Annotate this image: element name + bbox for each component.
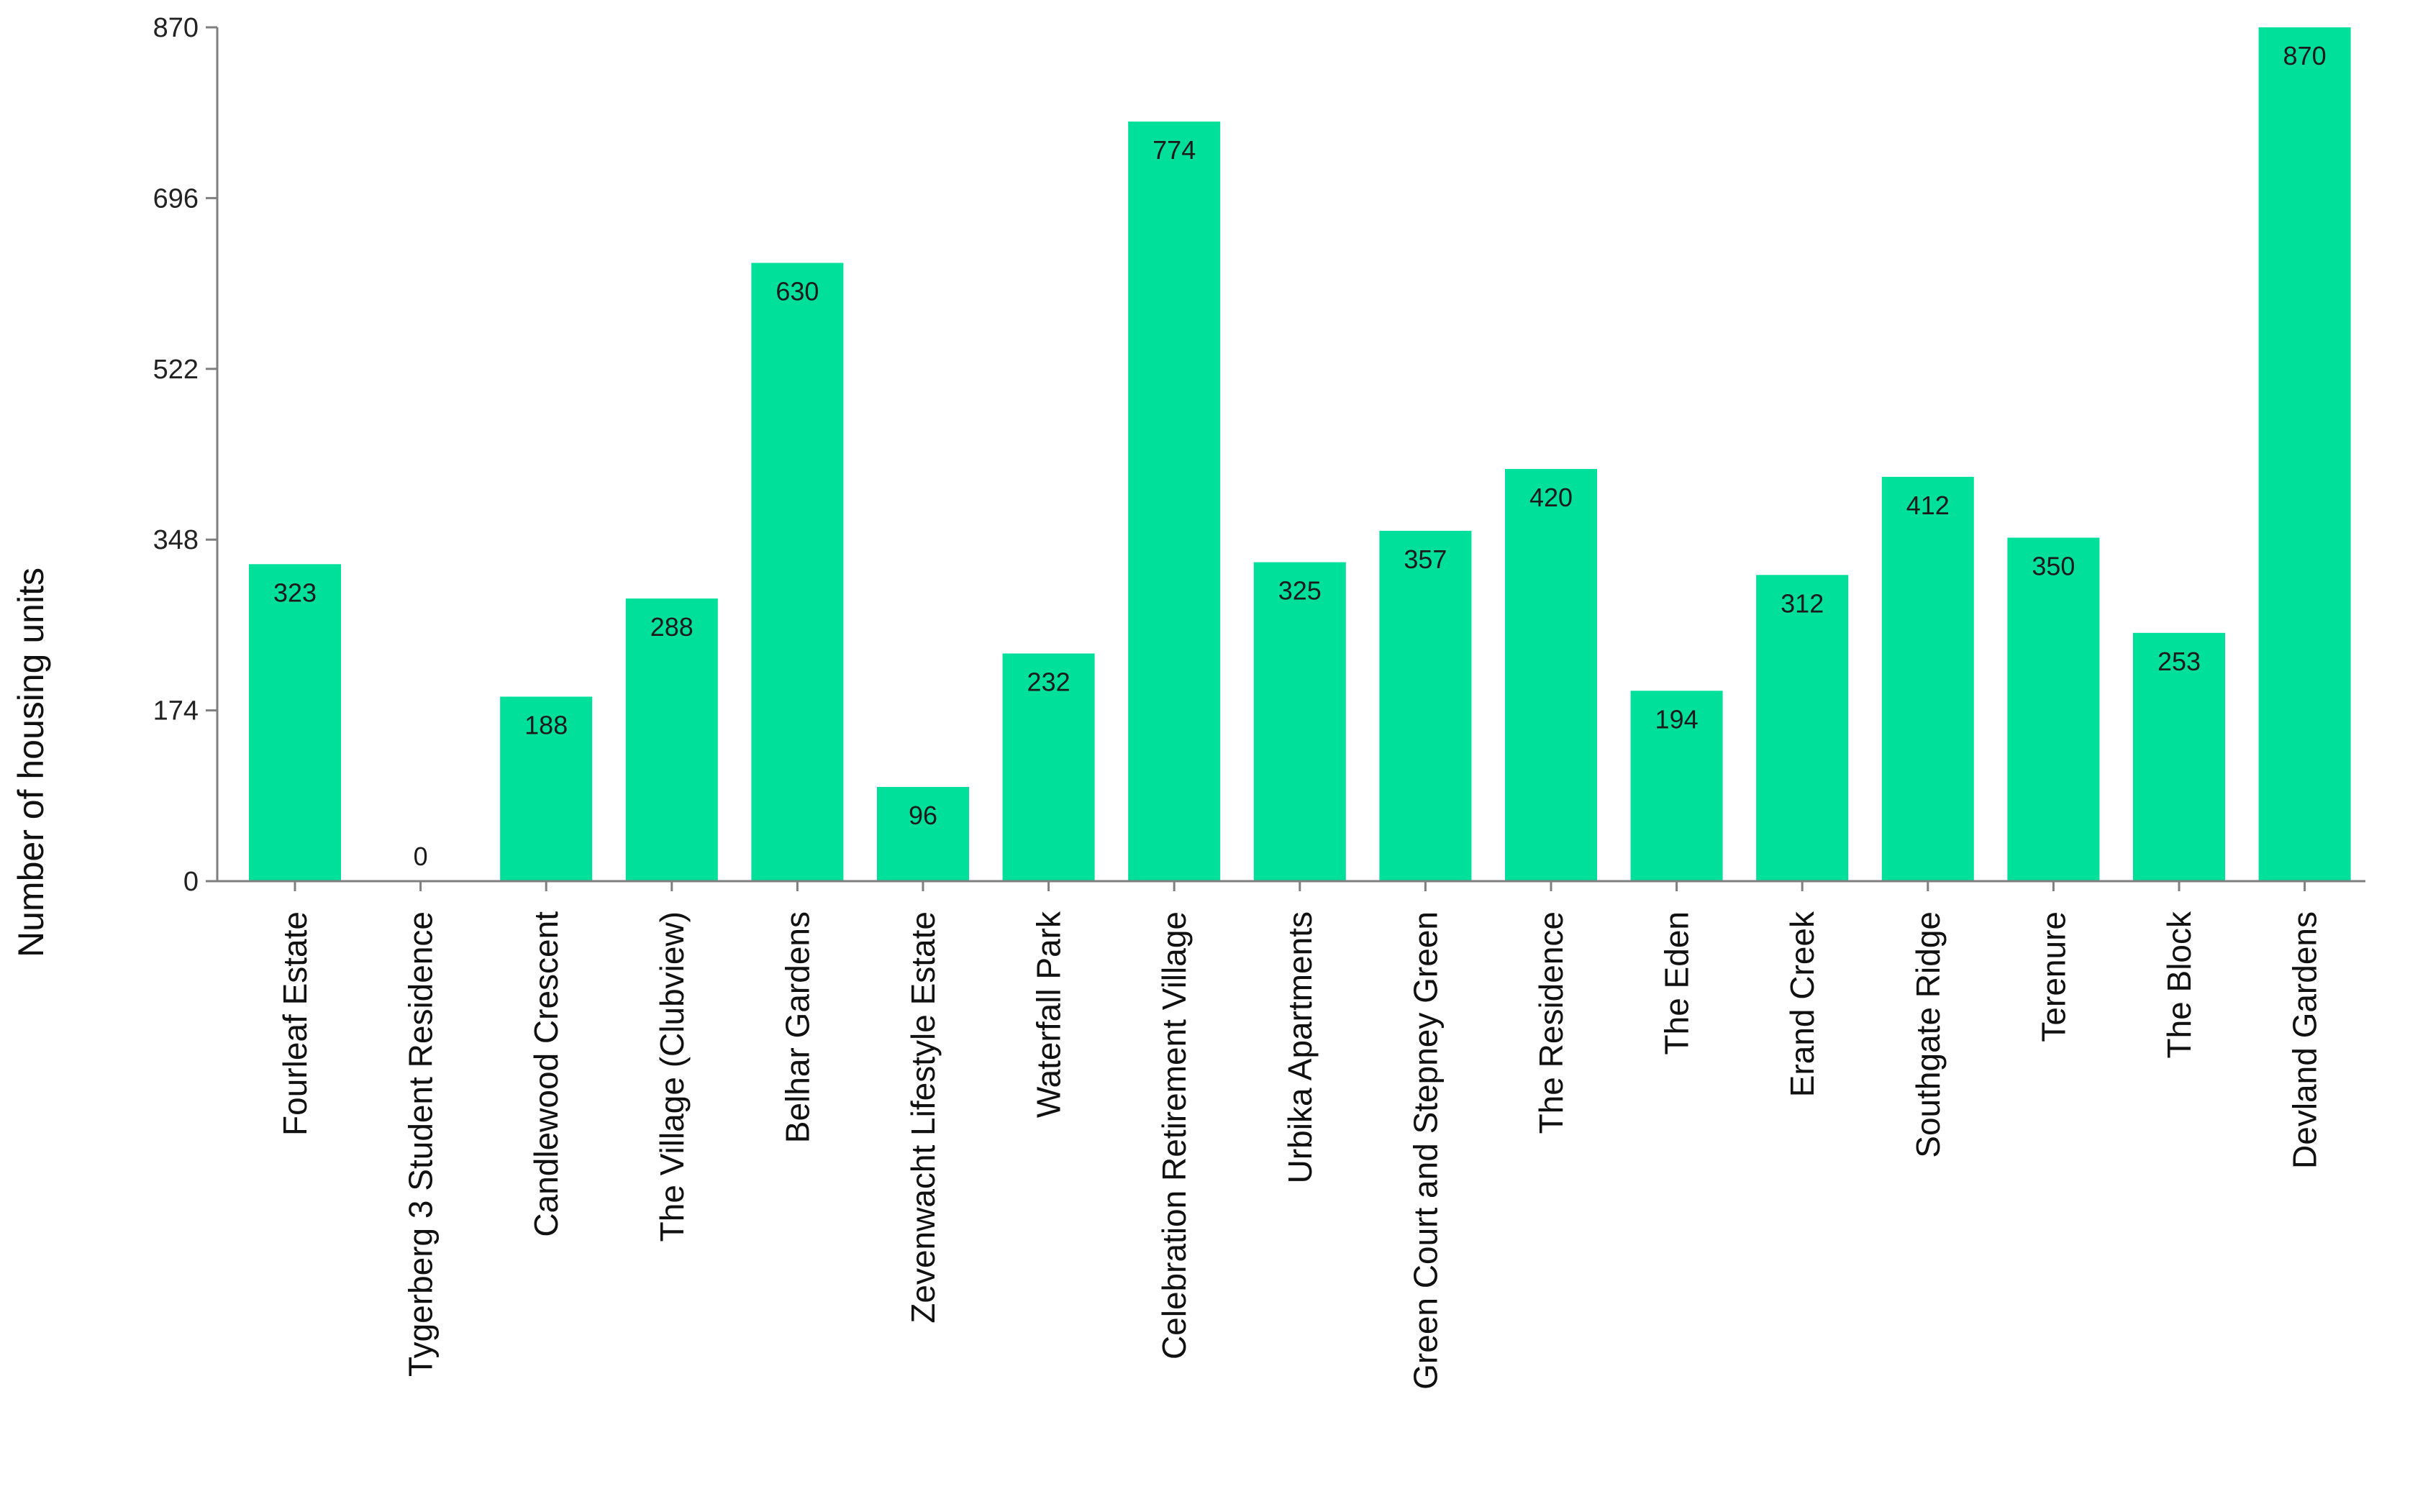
bar-value-label: 412 <box>1906 491 1950 520</box>
bar <box>2133 632 2225 881</box>
bar-value-label: 312 <box>1781 588 1824 618</box>
bar-value-label: 232 <box>1027 667 1070 696</box>
y-tick-label: 0 <box>183 867 199 897</box>
x-category-label: The Eden <box>1658 911 1696 1055</box>
x-category-label: Tygerberg 3 Student Residence <box>402 911 440 1377</box>
bar <box>1253 562 1346 881</box>
x-category-label: The Village (Clubview) <box>653 911 691 1242</box>
x-category-label: Urbika Apartments <box>1281 911 1319 1183</box>
bar-value-label: 96 <box>909 801 937 830</box>
x-category-label: Belhar Gardens <box>778 911 816 1143</box>
y-axis-label: Number of housing units <box>11 568 51 957</box>
bar-value-label: 253 <box>2157 647 2201 676</box>
bar <box>500 696 593 881</box>
y-tick-label: 174 <box>153 696 199 727</box>
bar-value-label: 870 <box>2283 41 2327 70</box>
bar <box>2258 27 2351 881</box>
bar <box>625 598 718 881</box>
bar <box>1505 468 1597 881</box>
bar <box>751 263 844 882</box>
bar <box>249 564 341 881</box>
x-category-label: Candlewood Crescent <box>527 911 565 1237</box>
bar <box>2007 537 2100 881</box>
bar <box>1002 653 1095 881</box>
y-tick-label: 348 <box>153 525 199 555</box>
x-category-label: Zevenwacht Lifestyle Estate <box>904 911 942 1324</box>
x-axis-category-labels: Fourleaf Estate Tygerberg 3 Student Resid… <box>276 881 2324 1390</box>
x-category-label: The Block <box>2160 911 2198 1059</box>
y-tick-label: 522 <box>153 355 199 385</box>
bar-value-label: 323 <box>273 578 317 607</box>
x-category-label: Fourleaf Estate <box>276 911 314 1136</box>
x-category-label: Terenure <box>2034 911 2072 1042</box>
bar-value-labels: 323 0 188 288 630 96 232 774 325 357 420 194 312 412 3… <box>273 41 2327 871</box>
bar <box>877 787 969 881</box>
bar-value-label: 288 <box>650 612 694 642</box>
bar-value-label: 357 <box>1404 545 1447 574</box>
bar <box>1881 476 1974 881</box>
x-category-label: Green Court and Stepney Green <box>1406 911 1444 1390</box>
x-category-label: Celebration Retirement Village <box>1155 911 1193 1360</box>
bar <box>1128 121 1221 882</box>
x-category-label: Devland Gardens <box>2286 911 2324 1169</box>
x-category-label: Erand Creek <box>1783 911 1821 1097</box>
bar <box>1379 530 1472 881</box>
bar <box>1630 691 1723 881</box>
x-category-label: Southgate Ridge <box>1909 911 1947 1158</box>
bars <box>249 27 2351 882</box>
bar-value-label: 774 <box>1152 135 1196 165</box>
bar-value-label: 325 <box>1278 576 1322 606</box>
y-tick-label: 696 <box>153 183 199 214</box>
x-category-label: Waterfall Park <box>1030 911 1068 1118</box>
x-category-label: The Residence <box>1532 911 1570 1134</box>
y-axis-ticks: 0 174 348 522 696 870 <box>153 13 217 897</box>
bar-value-label: 188 <box>524 710 568 739</box>
bar-value-label: 0 <box>414 842 428 871</box>
bar-value-label: 350 <box>2032 551 2075 580</box>
bar-value-label: 420 <box>1529 483 1573 512</box>
bar <box>1756 575 1849 881</box>
bar-value-label: 194 <box>1655 704 1699 734</box>
y-tick-label: 870 <box>153 13 199 43</box>
bar-value-label: 630 <box>776 276 819 306</box>
